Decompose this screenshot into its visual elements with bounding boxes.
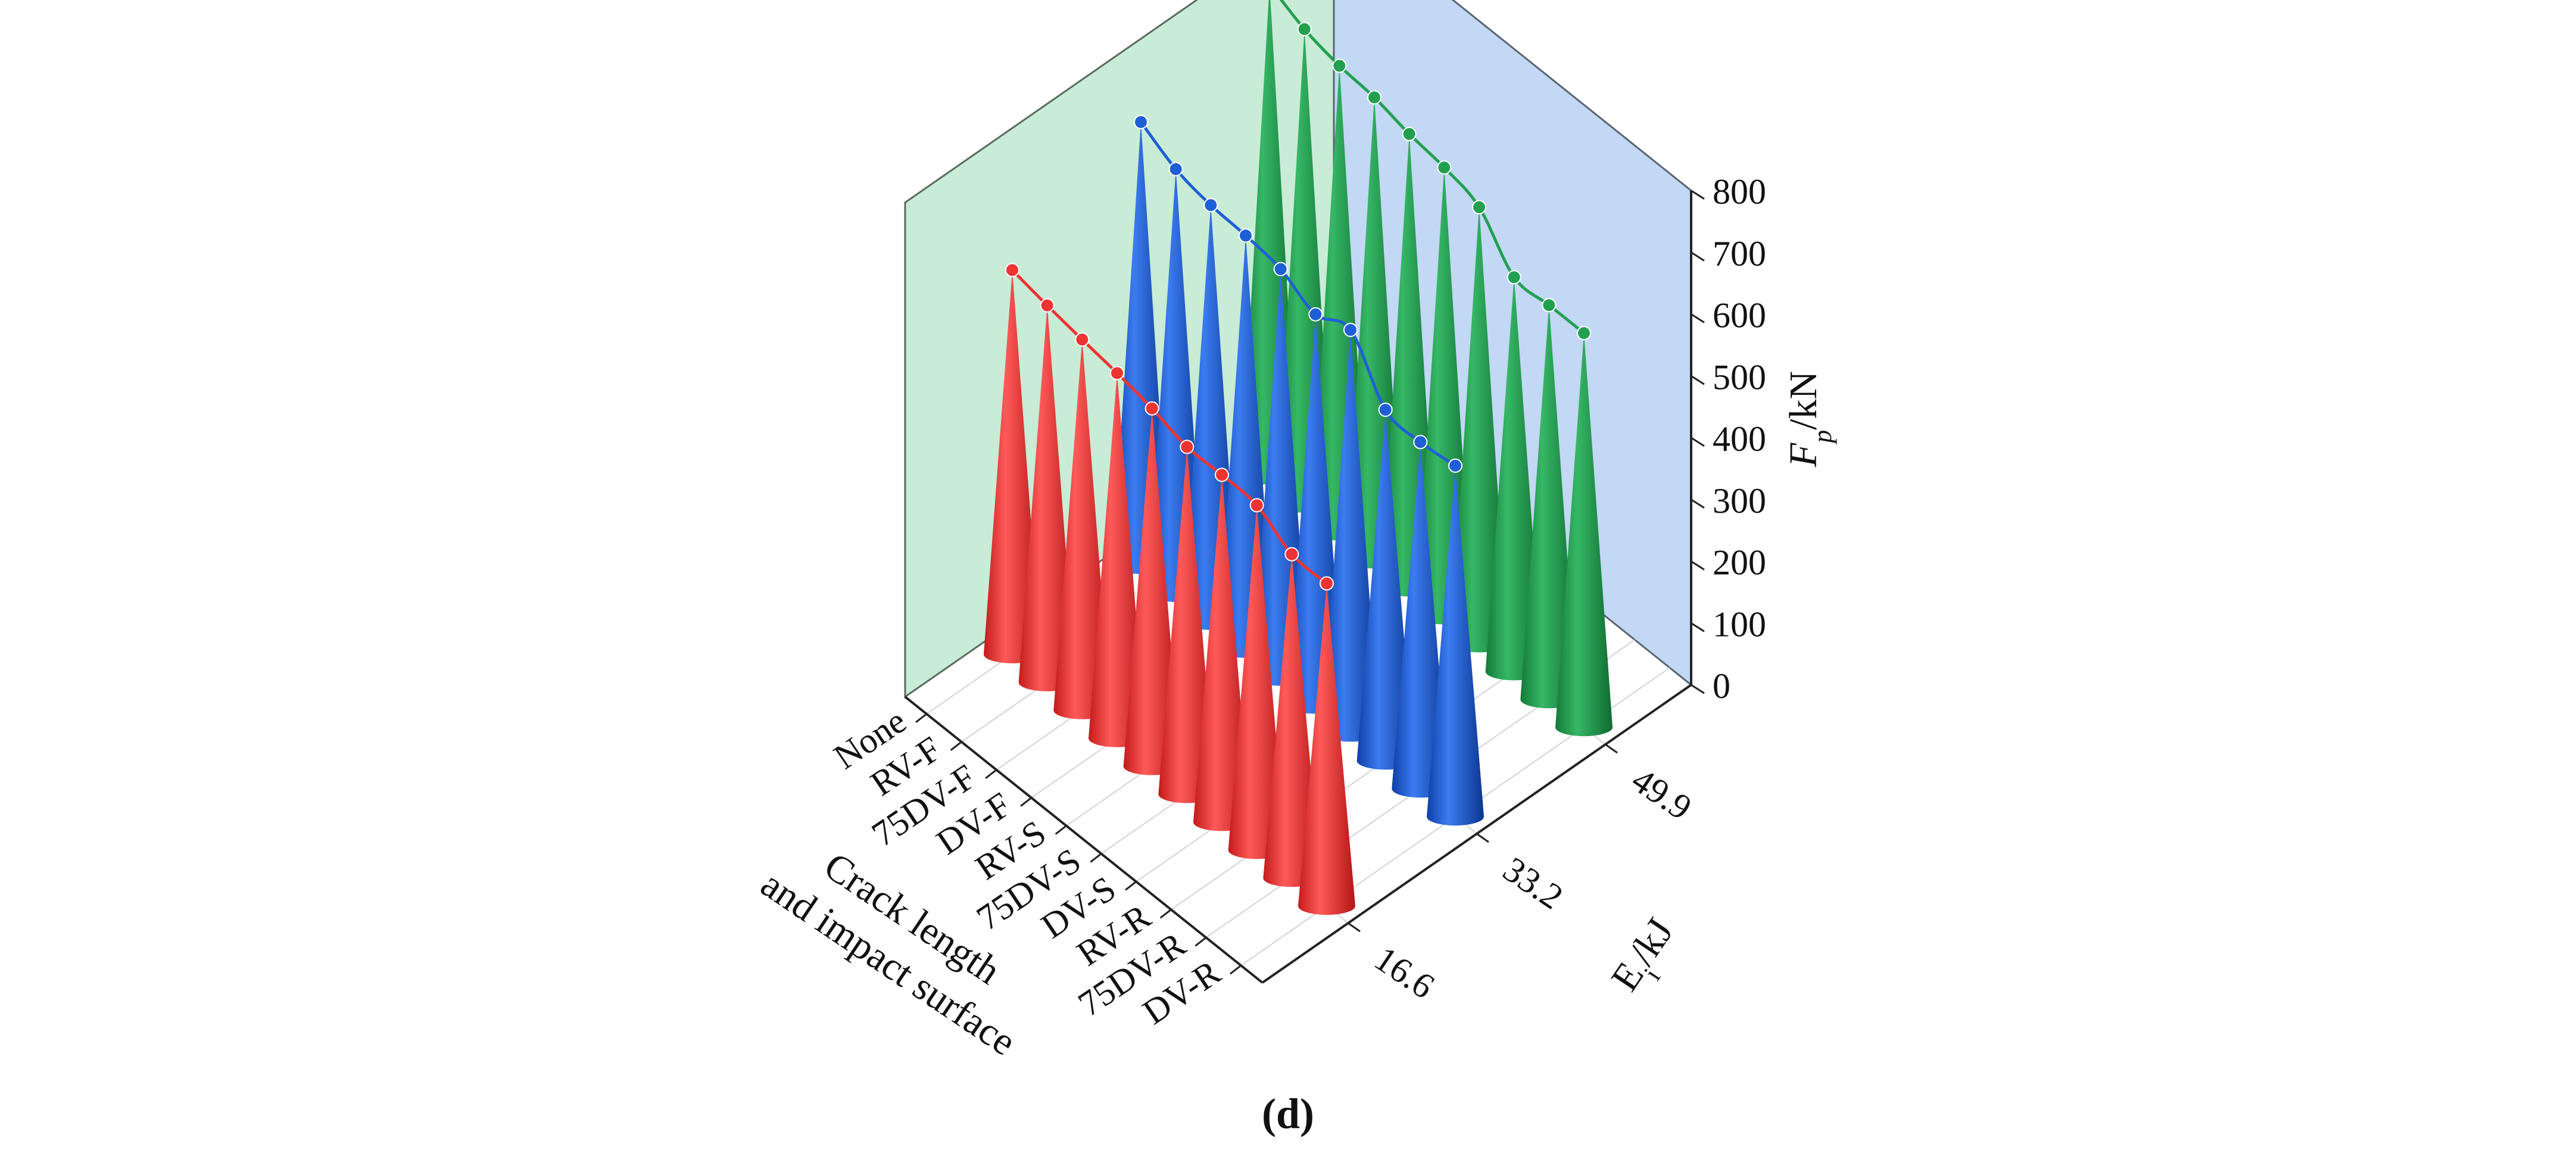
x-tick-mark	[1090, 853, 1102, 863]
cone-75DV-R-49.9	[1520, 305, 1578, 709]
tip-marker-DV-F-33.2	[1239, 228, 1253, 243]
z-tick-mark	[1691, 251, 1705, 262]
z-tick-mark	[1691, 313, 1705, 323]
cone-75DV-R-33.2	[1392, 442, 1449, 798]
z-tick-labels: 0 100 200 300 400 500 600 700 800	[1691, 172, 1766, 706]
cone-RV-R-16.6	[1228, 505, 1286, 859]
tip-marker-RV-S-16.6	[1144, 401, 1159, 416]
series-line-33.2	[1139, 121, 1457, 467]
tip-marker-DV-S-16.6	[1215, 468, 1229, 482]
z-tick-label-800: 800	[1713, 172, 1766, 211]
z-tick-label-0: 0	[1713, 666, 1730, 706]
z-tick-mark	[1691, 622, 1705, 632]
tip-marker-RV-F-33.2	[1168, 162, 1183, 177]
cones-layer	[984, 0, 1613, 915]
x-axis-line	[904, 696, 1264, 984]
tip-marker-75DV-F-49.9	[1332, 58, 1347, 73]
z-tick-mark	[1691, 560, 1705, 571]
tip-marker-DV-R-16.6	[1320, 576, 1334, 591]
cone-RV-R-33.2	[1356, 410, 1414, 770]
z-tick-label-400: 400	[1713, 419, 1766, 459]
cone-75DV-S-16.6	[1158, 447, 1216, 803]
tip-marker-RV-R-33.2	[1378, 403, 1393, 417]
cone-75DV-S-33.2	[1287, 314, 1345, 714]
z-tick-label-200: 200	[1713, 543, 1766, 582]
x-tick-mark	[1055, 825, 1067, 835]
z-tick-label-700: 700	[1713, 234, 1766, 273]
x-tick-mark	[1125, 881, 1137, 891]
cone-DV-S-49.9	[1451, 207, 1508, 653]
cone-75DV-F-16.6	[1053, 339, 1111, 719]
z-tick-mark	[1691, 498, 1705, 509]
series-line-49.9	[1279, 0, 1585, 335]
z-tick-label-300: 300	[1713, 481, 1766, 521]
tip-marker-75DV-R-16.6	[1284, 547, 1299, 562]
z-tick-mark	[1691, 189, 1705, 200]
tip-marker-DV-R-49.9	[1577, 326, 1591, 341]
x-tick-mark	[950, 741, 962, 751]
z-tick-label-500: 500	[1713, 357, 1766, 397]
cone-RV-S-33.2	[1252, 269, 1309, 686]
tip-marker-RV-S-33.2	[1273, 261, 1288, 276]
tip-marker-DV-S-33.2	[1343, 322, 1358, 337]
tip-marker-75DV-R-33.2	[1413, 435, 1428, 450]
y-tick-label-33.2: 33.2	[1496, 849, 1570, 917]
cone-series-16.6	[984, 270, 1355, 915]
y-tick-mark	[1605, 743, 1618, 754]
cone-DV-S-16.6	[1193, 475, 1250, 831]
x-tick-mark	[1020, 797, 1032, 807]
tip-marker-DV-S-49.9	[1472, 200, 1486, 214]
tip-marker-DV-F-49.9	[1367, 90, 1381, 105]
cone-DV-S-33.2	[1322, 329, 1379, 742]
tip-marker-DV-R-33.2	[1448, 458, 1462, 473]
tip-marker-DV-F-16.6	[1110, 366, 1124, 381]
tip-marker-75DV-S-16.6	[1180, 440, 1195, 454]
z-tick-label-100: 100	[1713, 604, 1766, 644]
x-tick-mark	[1230, 965, 1242, 975]
y-tick-mark	[1348, 922, 1361, 933]
tip-marker-75DV-S-49.9	[1437, 160, 1452, 175]
z-tick-mark	[1691, 375, 1705, 385]
tip-marker-75DV-F-33.2	[1203, 198, 1218, 213]
z-tick-mark	[1691, 437, 1705, 447]
cone-None-16.6	[984, 270, 1041, 663]
cone-75DV-R-16.6	[1263, 554, 1321, 887]
series-line-16.6	[1011, 269, 1328, 585]
tip-marker-RV-F-49.9	[1297, 21, 1312, 36]
x-tick-mark	[985, 769, 997, 779]
x-tick-mark	[915, 713, 927, 723]
x-tick-mark	[1195, 937, 1207, 947]
z-axis-title: Fp/kN	[1782, 371, 1837, 468]
tip-marker-RV-S-49.9	[1402, 127, 1417, 142]
cone-DV-R-49.9	[1555, 333, 1613, 737]
cone-RV-R-49.9	[1485, 277, 1543, 681]
cone-DV-R-33.2	[1427, 465, 1484, 826]
y-axis-title: Ei/kJ	[1603, 911, 1692, 1005]
cone-RV-F-16.6	[1018, 305, 1076, 691]
tip-marker-None-16.6	[1005, 263, 1019, 278]
tip-marker-75DV-R-49.9	[1542, 298, 1557, 313]
cone-DV-F-16.6	[1089, 373, 1146, 747]
tip-marker-RV-F-16.6	[1040, 298, 1055, 313]
cone-RV-S-16.6	[1123, 408, 1181, 775]
figure-caption: (d)	[1262, 1090, 1314, 1137]
y-tick-mark	[1476, 833, 1489, 843]
tip-marker-RV-R-49.9	[1507, 270, 1521, 285]
tip-marker-75DV-F-16.6	[1075, 332, 1090, 347]
tip-marker-RV-R-16.6	[1249, 498, 1264, 513]
y-tick-label-49.9: 49.9	[1625, 760, 1699, 827]
tip-marker-75DV-S-33.2	[1308, 307, 1323, 322]
y-tick-label-16.6: 16.6	[1368, 939, 1442, 1006]
z-tick-label-600: 600	[1713, 296, 1766, 335]
x-tick-mark	[1159, 909, 1172, 919]
z-tick-mark	[1691, 684, 1705, 694]
cone-DV-R-16.6	[1298, 583, 1355, 915]
tip-marker-None-33.2	[1134, 114, 1148, 129]
